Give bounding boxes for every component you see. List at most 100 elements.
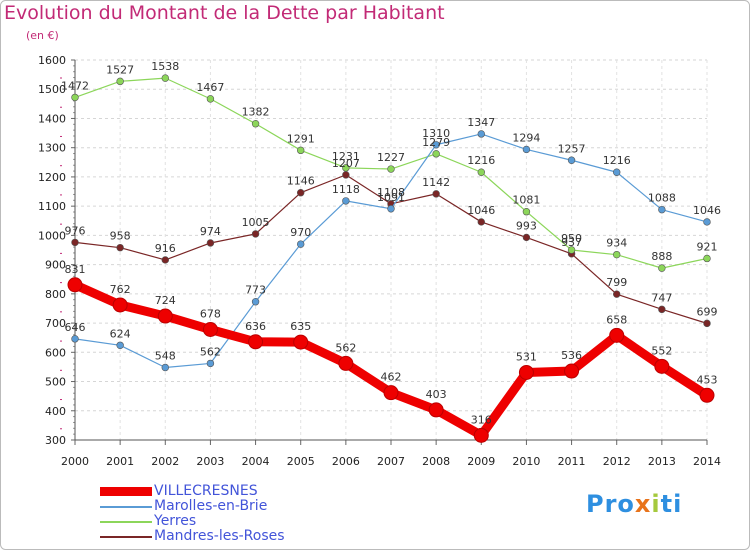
data-label: 403 <box>426 388 447 401</box>
data-point <box>251 120 260 128</box>
data-point <box>342 164 350 172</box>
data-point <box>613 250 621 259</box>
data-point <box>518 364 534 380</box>
data-point <box>387 165 395 173</box>
data-label: 724 <box>155 294 176 307</box>
data-point <box>71 238 79 247</box>
data-point <box>613 168 621 176</box>
data-point <box>522 145 531 154</box>
data-label: 937 <box>561 236 582 249</box>
data-label: 974 <box>200 225 221 238</box>
data-point <box>703 254 711 263</box>
y-tick-label: 400 <box>45 405 66 418</box>
y-tick-label: 1400 <box>38 112 66 125</box>
legend-label: Marolles-en-Brie <box>154 498 268 514</box>
data-point <box>383 385 399 401</box>
data-point <box>297 189 305 197</box>
y-tick-label: 700 <box>45 317 66 330</box>
x-tick-label: 2014 <box>693 455 721 468</box>
data-label: 453 <box>697 373 718 386</box>
x-tick-label: 2002 <box>151 455 179 468</box>
data-label: 548 <box>155 350 176 363</box>
x-tick-label: 2001 <box>106 455 134 468</box>
unit-label: (en €) <box>26 29 59 42</box>
legend-label: Mandres-les-Roses <box>154 528 285 544</box>
data-point <box>477 130 485 138</box>
data-label: 1088 <box>648 192 676 205</box>
data-point <box>116 341 124 349</box>
data-label: 950 <box>561 232 582 245</box>
data-point <box>658 205 666 214</box>
data-label: 916 <box>155 242 176 255</box>
data-point <box>654 358 670 374</box>
data-label: 993 <box>516 219 537 232</box>
data-label: 1347 <box>467 116 495 129</box>
data-label: 970 <box>290 226 311 239</box>
data-point <box>71 335 79 343</box>
legend-swatch <box>100 521 152 523</box>
data-label: 658 <box>606 313 627 326</box>
y-tick-label: 1100 <box>38 200 66 213</box>
data-point <box>248 334 264 350</box>
data-label: 1257 <box>558 142 586 155</box>
data-label: 831 <box>65 263 86 276</box>
data-label: 1291 <box>287 132 315 145</box>
data-point <box>293 334 309 350</box>
data-label: 1081 <box>512 194 540 207</box>
data-point <box>564 363 580 379</box>
data-label: 799 <box>606 276 627 289</box>
proxiti-logo: Proxiti <box>586 490 683 518</box>
data-label: 1142 <box>422 176 450 189</box>
data-label: 1207 <box>332 157 360 170</box>
data-label: 1118 <box>332 183 360 196</box>
x-tick-label: 2003 <box>196 455 224 468</box>
x-tick-label: 2013 <box>648 455 676 468</box>
data-point <box>703 218 711 226</box>
data-label: 699 <box>697 305 718 318</box>
data-point <box>609 327 625 343</box>
data-point <box>387 205 395 213</box>
data-label: 1108 <box>377 186 405 199</box>
chart-title: Evolution du Montant de la Dette par Hab… <box>4 2 445 24</box>
data-label: 1231 <box>332 150 360 163</box>
data-point <box>658 264 666 272</box>
data-label: 1216 <box>603 154 631 167</box>
data-label: 1472 <box>61 79 89 92</box>
data-label: 773 <box>245 284 266 297</box>
x-tick-label: 2010 <box>512 455 540 468</box>
x-axis-ticks: 2000 2001 2002 2003 2004 2005 2006 2007 2008 2009… <box>61 440 721 468</box>
data-point <box>567 246 576 254</box>
data-label: 1146 <box>287 175 315 188</box>
data-label: 958 <box>110 230 131 243</box>
data-label: 678 <box>200 308 221 321</box>
y-tick-label: 600 <box>45 346 66 359</box>
y-tick-label: 1500 <box>38 83 66 96</box>
data-point <box>71 93 79 102</box>
data-label: 747 <box>651 291 672 304</box>
y-tick-label: 1000 <box>38 229 66 242</box>
data-label: 1227 <box>377 151 405 164</box>
data-point <box>428 402 444 418</box>
legend-swatch <box>100 536 152 538</box>
data-point <box>432 190 440 198</box>
data-point <box>251 230 260 238</box>
y-tick-label: 900 <box>45 259 66 272</box>
axes <box>74 60 707 441</box>
data-label: 1538 <box>151 60 179 73</box>
x-tick-label: 2012 <box>603 455 631 468</box>
x-tick-label: 2009 <box>467 455 495 468</box>
data-point <box>477 218 485 226</box>
legend-label: VILLECRESNES <box>154 483 258 499</box>
data-point <box>473 427 489 443</box>
data-label: 562 <box>335 341 356 354</box>
data-point <box>432 141 440 149</box>
data-label: 1310 <box>422 127 450 140</box>
y-tick-label: 1600 <box>38 54 66 67</box>
data-label: 1091 <box>377 191 405 204</box>
y-axis-ticks: 300 400 500 600 700 800 900 1000 1100 1200 1300 140… <box>38 54 75 447</box>
data-label: 1382 <box>242 106 270 119</box>
x-tick-label: 2006 <box>332 455 360 468</box>
data-point <box>157 308 173 324</box>
data-point <box>297 146 305 155</box>
data-label: 921 <box>697 240 718 253</box>
